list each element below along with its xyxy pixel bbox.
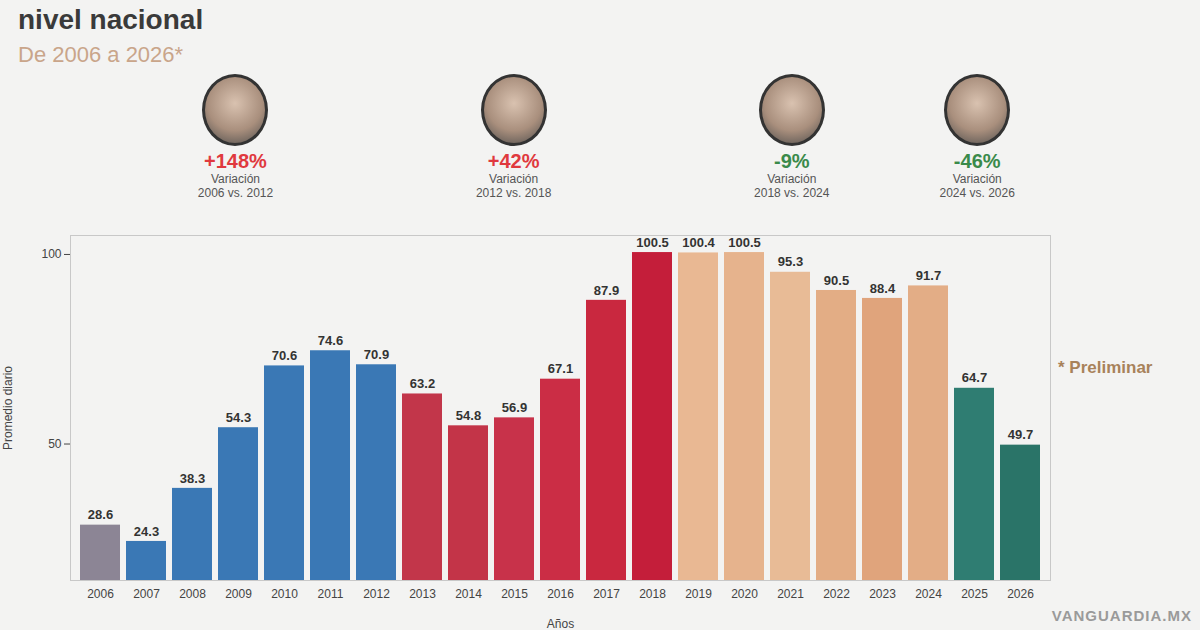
svg-text:2007: 2007: [133, 587, 160, 601]
svg-text:28.6: 28.6: [88, 507, 113, 522]
svg-text:2014: 2014: [455, 587, 482, 601]
svg-text:54.3: 54.3: [226, 410, 251, 425]
svg-text:2025: 2025: [961, 587, 988, 601]
svg-text:24.3: 24.3: [134, 524, 159, 539]
html-text:2012 vs. 2018: 2012 vs. 2018: [475, 186, 552, 200]
html-text:* Preliminar: * Preliminar: [1058, 357, 1153, 377]
svg-text:2022: 2022: [823, 587, 850, 601]
html-text:Variación: Variación: [489, 172, 539, 186]
svg-text:2017: 2017: [593, 587, 620, 601]
html-text:nivel nacional: nivel nacional: [18, 4, 204, 35]
svg-text:100.5: 100.5: [728, 235, 761, 250]
svg-text:2008: 2008: [179, 587, 206, 601]
svg-text:2018: 2018: [639, 587, 666, 601]
svg-text:90.5: 90.5: [824, 273, 849, 288]
svg-text:54.8: 54.8: [456, 408, 481, 423]
html-text:2024 vs. 2026: 2024 vs. 2026: [939, 186, 1015, 200]
html-text:2006 vs. 2012: 2006 vs. 2012: [197, 186, 274, 200]
svg-text:100: 100: [41, 247, 61, 261]
svg-text:91.7: 91.7: [916, 268, 941, 283]
html-text:VANGUARDIA.MX: VANGUARDIA.MX: [1051, 607, 1192, 624]
svg-text:2012: 2012: [363, 587, 390, 601]
svg-text:74.6: 74.6: [318, 333, 343, 348]
html-text:+148%: +148%: [204, 150, 267, 172]
html-text:2018 vs. 2024: 2018 vs. 2024: [754, 186, 830, 200]
svg-text:Años: Años: [547, 617, 574, 630]
svg-text:2013: 2013: [409, 587, 436, 601]
svg-text:2026: 2026: [1007, 587, 1034, 601]
svg-text:63.2: 63.2: [410, 376, 435, 391]
html-text:-46%: -46%: [953, 150, 1001, 172]
svg-text:2015: 2015: [501, 587, 528, 601]
svg-text:50: 50: [48, 437, 62, 451]
svg-text:49.7: 49.7: [1008, 427, 1033, 442]
svg-text:2020: 2020: [731, 587, 758, 601]
svg-text:2006: 2006: [87, 587, 114, 601]
svg-text:2010: 2010: [271, 587, 298, 601]
svg-text:2011: 2011: [318, 587, 344, 601]
svg-text:Promedio diario: Promedio diario: [1, 366, 15, 450]
svg-text:70.9: 70.9: [364, 347, 389, 362]
svg-text:100.5: 100.5: [636, 235, 669, 250]
svg-text:2021: 2021: [777, 587, 804, 601]
svg-text:2016: 2016: [547, 587, 574, 601]
svg-text:70.6: 70.6: [272, 348, 297, 363]
svg-text:2024: 2024: [915, 587, 942, 601]
html-text:-9%: -9%: [774, 150, 810, 172]
svg-text:67.1: 67.1: [548, 361, 573, 376]
svg-text:2019: 2019: [685, 587, 712, 601]
html-text:+42%: +42%: [487, 150, 540, 172]
svg-text:56.9: 56.9: [502, 400, 527, 415]
svg-text:64.7: 64.7: [962, 370, 987, 385]
html-text:Variación: Variación: [210, 172, 260, 186]
html-text:Variación: Variación: [767, 172, 817, 186]
html-text:De 2006 a 2026*: De 2006 a 2026*: [18, 42, 184, 67]
svg-text:87.9: 87.9: [594, 282, 619, 297]
html-text:Variación: Variación: [952, 172, 1002, 186]
svg-text:100.4: 100.4: [682, 235, 715, 250]
svg-text:38.3: 38.3: [180, 471, 205, 486]
svg-text:95.3: 95.3: [778, 254, 803, 269]
svg-text:2009: 2009: [225, 587, 252, 601]
svg-text:2023: 2023: [869, 587, 896, 601]
svg-text:88.4: 88.4: [870, 281, 896, 296]
